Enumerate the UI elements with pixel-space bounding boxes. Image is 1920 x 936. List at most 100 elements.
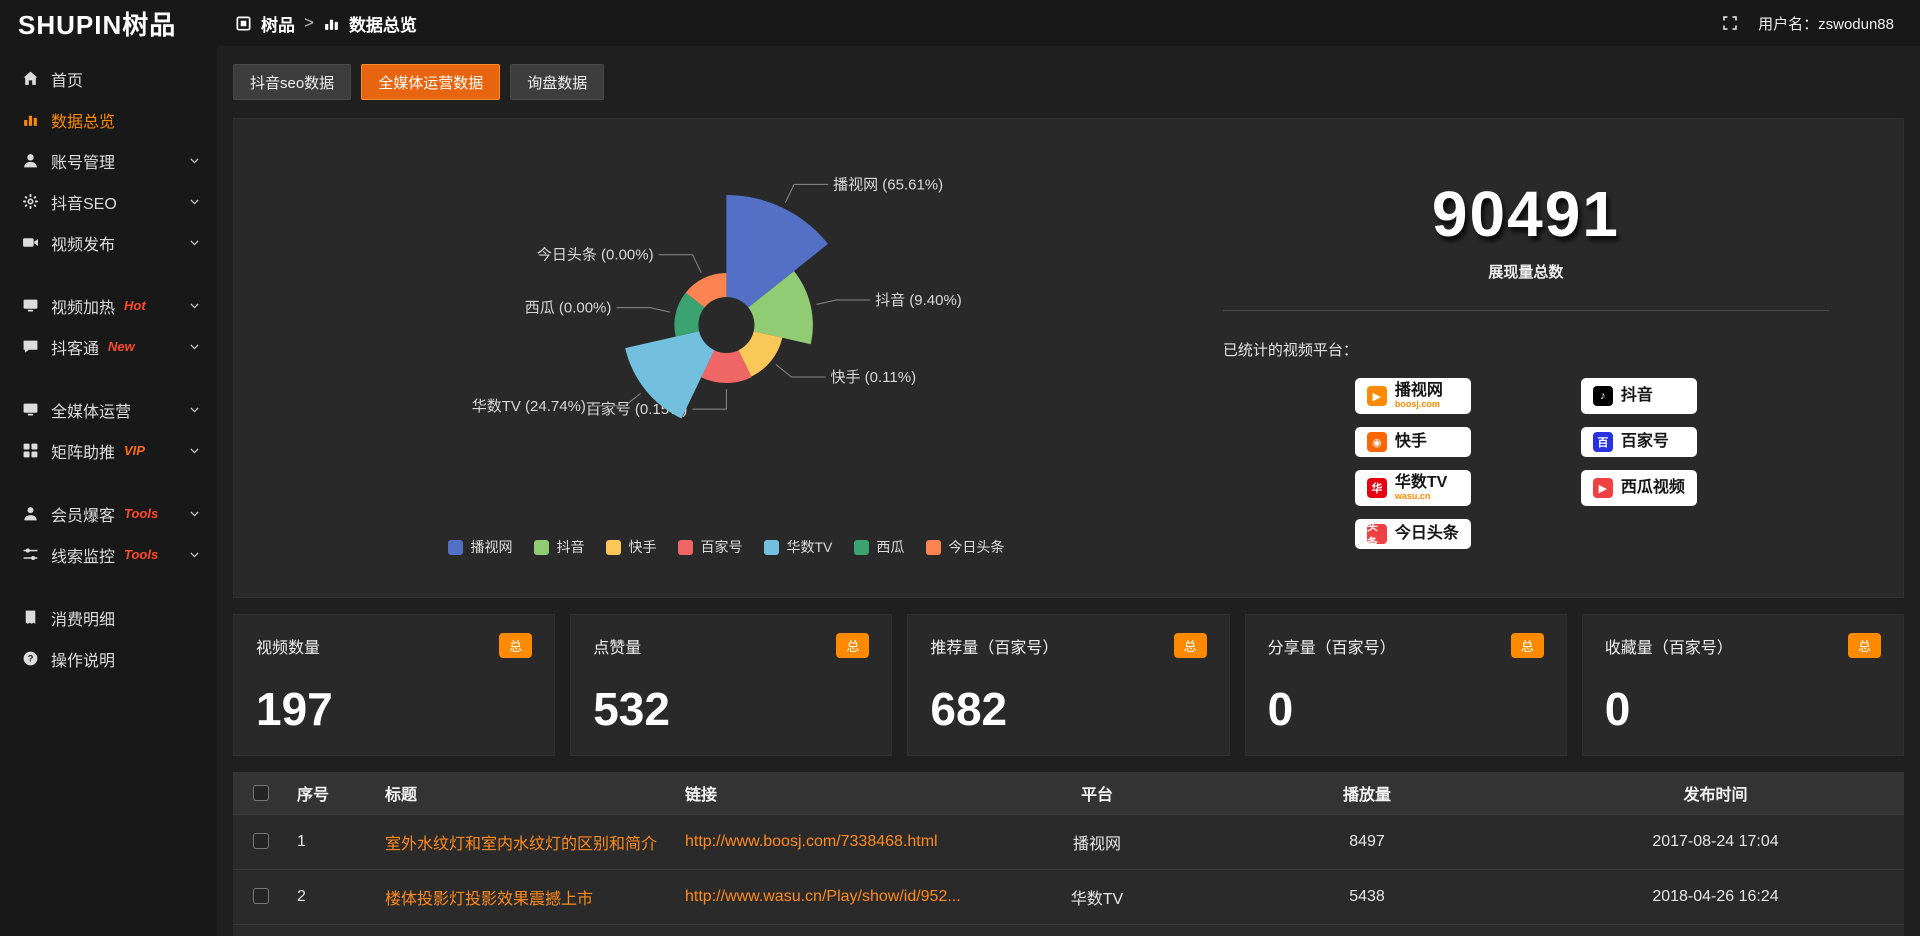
sidebar-item-线索监控[interactable]: 线索监控 Tools	[0, 534, 217, 575]
chevron-down-icon	[190, 303, 199, 309]
legend-swatch	[448, 539, 464, 555]
data-tabs: 抖音seo数据 全媒体运营数据 询盘数据	[233, 64, 1904, 100]
platform-badge-今日头条: 头条 今日头条	[1354, 519, 1471, 550]
chart-area: 播视网 (65.61%) 抖音 (9.40%) 快手 (0.11%) 百家号 (0.1…	[254, 131, 1199, 585]
sidebar-item-label: 线索监控	[51, 548, 116, 566]
cell-title[interactable]: 楼体投影灯投影效果震撼上市	[377, 868, 677, 924]
sidebar-item-视频发布[interactable]: 视频发布	[0, 222, 217, 263]
cell-link[interactable]: http://www.wasu.cn/Play/show/id/952...	[677, 868, 987, 924]
stat-cards: 视频数量总 197 点赞量总 532 推荐量（百家号）总 682 分享量（百家号）总 0 收藏量…	[233, 614, 1904, 756]
sidebar-item-抖客通[interactable]: 抖客通 New	[0, 326, 217, 367]
stat-card-value: 0	[1604, 683, 1631, 735]
tab-全媒体运营数据[interactable]: 全媒体运营数据	[361, 64, 501, 100]
legend-item-华数TV[interactable]: 华数TV	[764, 537, 832, 557]
sidebar-item-矩阵助推[interactable]: 矩阵助推 VIP	[0, 430, 217, 471]
sidebar-item-label: 会员爆客	[51, 507, 116, 525]
legend-item-播视网[interactable]: 播视网	[448, 537, 512, 557]
legend-item-快手[interactable]: 快手	[606, 537, 656, 557]
legend-swatch	[854, 539, 870, 555]
pie-slice-百家号[interactable]	[701, 350, 752, 384]
legend-swatch	[764, 539, 780, 555]
pie-slice-西瓜[interactable]	[674, 292, 705, 337]
legend-label: 百家号	[700, 539, 743, 555]
sidebar-item-消费明细[interactable]: 消费明细	[0, 597, 217, 638]
table-header-标题[interactable]: 标题	[377, 772, 677, 814]
total-badge[interactable]: 总	[836, 633, 870, 658]
legend-item-抖音[interactable]: 抖音	[534, 537, 584, 557]
svg-text:?: ?	[28, 654, 34, 665]
breadcrumb-root[interactable]: 树品	[261, 15, 295, 35]
help-icon: ?	[23, 651, 38, 666]
cell-link[interactable]: http://www.boosj.com/7338468.html	[677, 813, 987, 869]
select-all-checkbox[interactable]	[253, 784, 269, 801]
sidebar: 首页 数据总览 账号管理 抖音SEO 视频发布视频加热 Hot 抖客通 New 全媒体运营 矩阵助…	[0, 46, 217, 936]
sidebar-item-会员爆客[interactable]: 会员爆客 Tools	[0, 493, 217, 534]
platform-badge-name: 百家号	[1620, 432, 1669, 450]
breadcrumb-current: 数据总览	[348, 15, 417, 35]
row-checkbox[interactable]	[253, 833, 269, 850]
sidebar-item-操作说明[interactable]: ? 操作说明	[0, 638, 217, 679]
table-header-链接[interactable]: 链接	[677, 772, 987, 814]
sidebar-item-label: 视频发布	[51, 236, 116, 254]
platform-badge-快手: ◉ 快手	[1354, 427, 1471, 458]
stat-card-title: 推荐量（百家号）	[930, 639, 1059, 657]
total-badge[interactable]: 总	[1173, 633, 1207, 658]
legend-item-百家号[interactable]: 百家号	[678, 537, 742, 557]
bill-icon	[25, 610, 36, 624]
legend-item-西瓜[interactable]: 西瓜	[854, 537, 904, 557]
pie-label-line	[590, 393, 641, 407]
抖音-logo-icon: ♪	[1592, 386, 1613, 407]
stat-card-value: 0	[1267, 683, 1294, 735]
tab-抖音seo数据[interactable]: 抖音seo数据	[233, 64, 352, 100]
pie-slice-华数TV[interactable]	[625, 331, 715, 419]
total-badge[interactable]: 总	[1847, 633, 1881, 658]
display-icon	[23, 299, 38, 312]
sidebar-item-全媒体运营[interactable]: 全媒体运营	[0, 389, 217, 430]
sidebar-item-首页[interactable]: 首页	[0, 58, 217, 99]
breadcrumb: 树品 > 数据总览	[235, 11, 417, 36]
table-header-播放量[interactable]: 播放量	[1207, 772, 1527, 814]
platform-badge-抖音: ♪ 抖音	[1580, 378, 1697, 415]
chart-icon	[325, 19, 338, 30]
platform-badge-播视网: ▶ 播视网 boosj.com	[1354, 378, 1471, 415]
pie-label: 华数TV (24.74%)	[472, 398, 586, 415]
stat-card-视频数量: 视频数量 总 197	[233, 614, 556, 756]
chevron-down-icon	[190, 199, 199, 205]
sidebar-item-数据总览[interactable]: 数据总览	[0, 99, 217, 140]
pie-slice-播视网[interactable]	[726, 195, 829, 308]
table-head-row: 序号 标题 链接 平台 播放量 发布时间	[233, 772, 1904, 814]
legend-swatch	[534, 539, 550, 555]
username[interactable]: 用户名：zswodun88	[1758, 15, 1894, 33]
pie-label-line	[784, 183, 829, 203]
sidebar-item-账号管理[interactable]: 账号管理	[0, 140, 217, 181]
pie-slice-今日头条[interactable]	[685, 273, 727, 308]
cell-plays: 8497	[1207, 813, 1527, 869]
sidebar-item-抖音SEO[interactable]: 抖音SEO	[0, 181, 217, 222]
table-header-发布时间[interactable]: 发布时间	[1527, 772, 1904, 814]
pie-chart: 播视网 (65.61%)抖音 (9.40%)快手 (0.11%)百家号 (0.1…	[472, 176, 962, 419]
stat-card-点赞量: 点赞量 总 532	[570, 614, 893, 756]
sidebar-item-视频加热[interactable]: 视频加热 Hot	[0, 285, 217, 326]
cell-title[interactable]: 室外水纹灯和室内水纹灯的区别和简介	[377, 813, 677, 869]
total-badge[interactable]: 总	[1510, 633, 1544, 658]
pie-slice-快手[interactable]	[738, 331, 783, 377]
table-header-平台[interactable]: 平台	[987, 772, 1207, 814]
pie-slice-抖音[interactable]	[748, 271, 813, 345]
legend-label: 播视网	[470, 539, 513, 555]
sidebar-item-tag: Tools	[124, 506, 159, 521]
total-badge[interactable]: 总	[499, 633, 533, 658]
topbar-right: 用户名：zswodun88	[1722, 13, 1920, 34]
chart-panel: 播视网 (65.61%) 抖音 (9.40%) 快手 (0.11%) 百家号 (0.1…	[233, 118, 1904, 598]
华数TV-logo-icon: 华	[1366, 478, 1387, 499]
fullscreen-button[interactable]	[1722, 15, 1738, 31]
快手-logo-icon: ◉	[1366, 432, 1387, 453]
row-checkbox[interactable]	[253, 888, 269, 905]
chevron-down-icon	[190, 511, 199, 517]
播视网-logo-icon: ▶	[1366, 386, 1387, 407]
cube-icon	[236, 15, 251, 31]
breadcrumb-separator: >	[304, 13, 314, 32]
table-header-序号[interactable]: 序号	[289, 772, 377, 814]
tab-询盘数据[interactable]: 询盘数据	[510, 64, 605, 100]
legend-item-今日头条[interactable]: 今日头条	[926, 537, 1004, 557]
stat-card-推荐量（百家号）: 推荐量（百家号） 总 682	[907, 614, 1230, 756]
